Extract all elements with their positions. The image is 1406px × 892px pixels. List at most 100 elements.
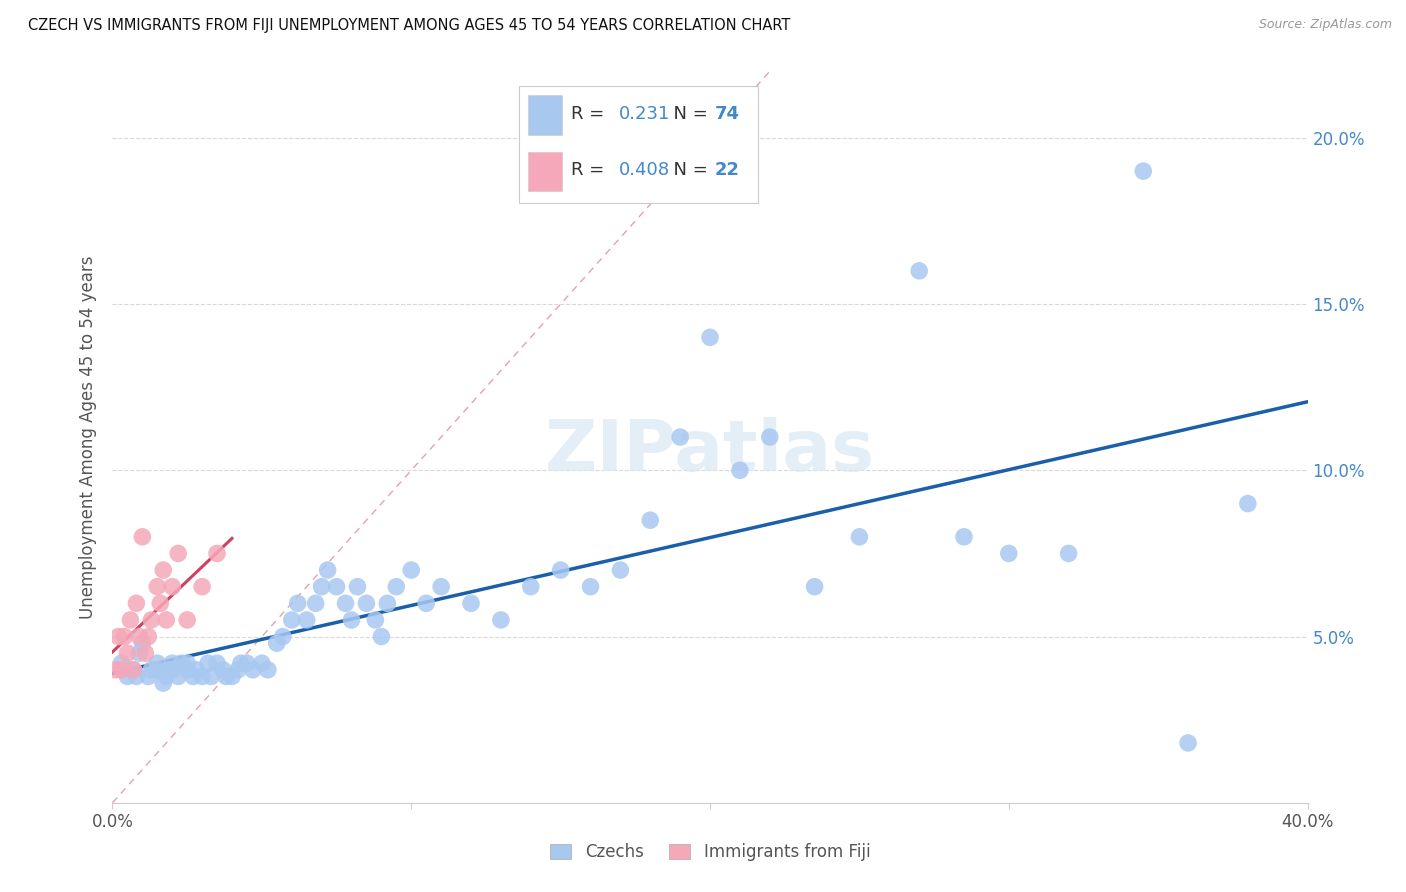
Point xyxy=(640,513,662,527)
Point xyxy=(489,613,512,627)
Point xyxy=(221,669,243,683)
Text: CZECH VS IMMIGRANTS FROM FIJI UNEMPLOYMENT AMONG AGES 45 TO 54 YEARS CORRELATION: CZECH VS IMMIGRANTS FROM FIJI UNEMPLOYME… xyxy=(28,18,790,33)
Point xyxy=(149,596,172,610)
Point xyxy=(122,663,145,677)
Point xyxy=(242,663,264,677)
Point xyxy=(117,669,139,683)
Point xyxy=(236,656,259,670)
Point xyxy=(125,596,148,610)
Point xyxy=(170,656,193,670)
Point xyxy=(460,596,482,610)
Point xyxy=(759,430,782,444)
Text: Source: ZipAtlas.com: Source: ZipAtlas.com xyxy=(1258,18,1392,31)
Point xyxy=(141,613,163,627)
Point xyxy=(107,630,129,644)
Point xyxy=(131,636,153,650)
Point xyxy=(316,563,339,577)
Point xyxy=(281,613,304,627)
Point xyxy=(146,663,169,677)
Point xyxy=(848,530,870,544)
Point xyxy=(104,663,127,677)
Point xyxy=(226,663,249,677)
Point xyxy=(908,264,931,278)
Point xyxy=(152,563,174,577)
Point xyxy=(191,580,214,594)
Point xyxy=(120,613,142,627)
Point xyxy=(167,669,190,683)
Point xyxy=(266,636,288,650)
Point xyxy=(146,580,169,594)
Point xyxy=(191,669,214,683)
Point xyxy=(205,546,228,560)
Point xyxy=(197,656,219,670)
Point xyxy=(311,580,333,594)
Point xyxy=(212,663,235,677)
Point xyxy=(346,580,368,594)
Point xyxy=(141,663,163,677)
Point xyxy=(181,669,204,683)
Point xyxy=(110,656,132,670)
Point xyxy=(138,630,160,644)
Point xyxy=(287,596,309,610)
Point xyxy=(401,563,423,577)
Point xyxy=(669,430,692,444)
Point xyxy=(117,646,139,660)
Point xyxy=(609,563,631,577)
Point xyxy=(152,676,174,690)
Point xyxy=(550,563,572,577)
Point xyxy=(579,580,602,594)
Point xyxy=(257,663,280,677)
Point xyxy=(114,630,135,644)
Point xyxy=(415,596,437,610)
Point xyxy=(728,463,751,477)
Point xyxy=(250,656,273,670)
Point xyxy=(430,580,453,594)
Point xyxy=(335,596,357,610)
Point xyxy=(176,656,198,670)
Point xyxy=(162,656,183,670)
Point xyxy=(356,596,378,610)
Point xyxy=(699,330,721,344)
Point xyxy=(1132,164,1154,178)
Point xyxy=(125,669,148,683)
Point xyxy=(953,530,976,544)
Point xyxy=(176,613,198,627)
Point xyxy=(385,580,408,594)
Point xyxy=(200,669,222,683)
Point xyxy=(122,663,145,677)
Point xyxy=(131,530,153,544)
Text: ZIPatlas: ZIPatlas xyxy=(546,417,875,486)
Point xyxy=(229,656,252,670)
Point xyxy=(271,630,294,644)
Point xyxy=(364,613,387,627)
Point xyxy=(305,596,328,610)
Point xyxy=(155,613,177,627)
Point xyxy=(155,669,177,683)
Point xyxy=(134,646,156,660)
Point xyxy=(128,646,150,660)
Point xyxy=(1177,736,1199,750)
Point xyxy=(1237,497,1260,511)
Point xyxy=(215,669,238,683)
Point xyxy=(167,546,190,560)
Point xyxy=(998,546,1021,560)
Point xyxy=(295,613,318,627)
Point xyxy=(1057,546,1080,560)
Point xyxy=(370,630,392,644)
Point xyxy=(162,580,183,594)
Point xyxy=(186,663,208,677)
Point xyxy=(110,663,132,677)
Point xyxy=(377,596,399,610)
Point xyxy=(176,663,198,677)
Point xyxy=(128,630,150,644)
Point xyxy=(803,580,825,594)
Legend: Czechs, Immigrants from Fiji: Czechs, Immigrants from Fiji xyxy=(543,837,877,868)
Point xyxy=(138,669,160,683)
Point xyxy=(520,580,543,594)
Point xyxy=(340,613,363,627)
Point xyxy=(146,656,169,670)
Y-axis label: Unemployment Among Ages 45 to 54 years: Unemployment Among Ages 45 to 54 years xyxy=(79,255,97,619)
Point xyxy=(157,663,180,677)
Point xyxy=(325,580,347,594)
Point xyxy=(162,663,183,677)
